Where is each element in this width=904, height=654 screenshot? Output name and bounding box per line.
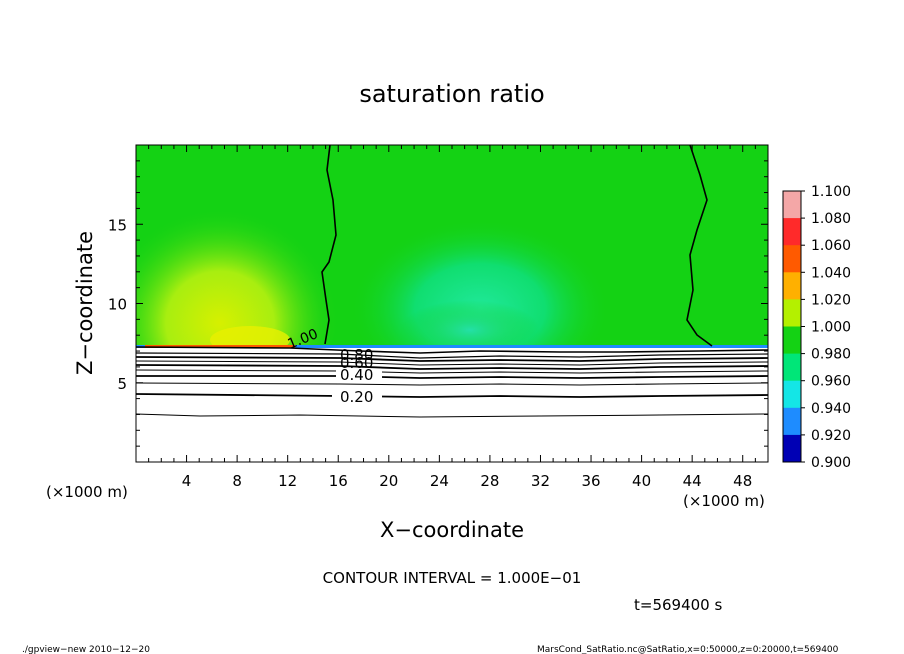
- x-unit-label-right: (×1000 m): [683, 492, 765, 510]
- x-tick-label: 44: [683, 472, 702, 490]
- colorbar-label: 1.080: [811, 211, 851, 227]
- colorbar: [782, 190, 802, 463]
- x-tick-label: 32: [531, 472, 550, 490]
- colorbar-swatch: [783, 191, 801, 219]
- contour-line-1.00-boundary: [136, 346, 768, 354]
- x-tick-label: 48: [733, 472, 752, 490]
- colorbar-label: 0.940: [811, 401, 851, 417]
- colorbar-labels: 1.100 1.080 1.060 1.040 1.020 1.000 0.980 0.960…: [801, 184, 851, 471]
- time-text: t=569400 s: [634, 596, 722, 614]
- x-tick-label: 24: [430, 472, 449, 490]
- colorbar-label: 1.020: [811, 292, 851, 308]
- x-tick-label: 28: [480, 472, 499, 490]
- contour-label-0.20: 0.20: [340, 388, 373, 406]
- contour-line-0.10: [136, 413, 768, 418]
- colorbar-swatch: [783, 407, 801, 436]
- contour-line-0.90: [136, 352, 768, 359]
- colorbar-swatch: [783, 434, 801, 463]
- contour-line-0.80: [136, 356, 768, 362]
- contour-line-0.70: [136, 360, 768, 366]
- x-tick-label: 20: [379, 472, 398, 490]
- x-tick-label: 4: [182, 472, 192, 490]
- contour-line-0.30: [136, 382, 768, 386]
- plot-area: 0.20 0.40 0.60 0.80 1.00: [136, 145, 768, 462]
- footer-right: MarsCond_SatRatio.nc@SatRatio,x=0:50000,…: [537, 645, 839, 654]
- colorbar-label: 1.040: [811, 265, 851, 281]
- y-axis-ticks: 5 10 15: [108, 144, 768, 463]
- footer-left: ./gpview−new 2010−12−20: [22, 645, 150, 654]
- contour-line-1.00-right: [686, 145, 713, 347]
- y-tick-label: 15: [108, 216, 127, 234]
- colorbar-label: 1.060: [811, 238, 851, 254]
- x-unit-label-left: (×1000 m): [46, 483, 128, 501]
- x-tick-label: 36: [581, 472, 600, 490]
- x-tick-label: 8: [232, 472, 242, 490]
- contour-line-1.00: [321, 145, 337, 345]
- contour-label-0.80: 0.80: [340, 346, 373, 364]
- colorbar-swatch: [783, 218, 801, 246]
- colorbar-label: 0.900: [811, 455, 851, 471]
- colorbar-swatch: [783, 353, 801, 382]
- contour-line-0.60: [136, 364, 768, 370]
- x-tick-label: 16: [329, 472, 348, 490]
- blue-boundary-band: [136, 345, 768, 348]
- chart-title: saturation ratio: [359, 80, 544, 108]
- colorbar-swatch: [783, 299, 801, 327]
- y-tick-label: 5: [117, 375, 127, 393]
- colorbar-label: 0.920: [811, 428, 851, 444]
- x-axis-ticks: 4 8 12 16 20 24 28 32 36 40 44 48: [135, 145, 769, 490]
- y-axis-label: Z−coordinate: [73, 231, 97, 375]
- colorbar-label: 1.000: [811, 320, 851, 336]
- contour-label-bg-0.40: [336, 369, 382, 380]
- contour-label-0.60: 0.60: [340, 354, 373, 372]
- colorbar-label: 0.960: [811, 374, 851, 390]
- contour-label-bg-0.20: [332, 391, 382, 403]
- colorbar-swatch: [783, 380, 801, 409]
- x-tick-label: 12: [278, 472, 297, 490]
- colorbar-label: 0.980: [811, 347, 851, 363]
- orange-boundary-band: [145, 345, 295, 348]
- y-tick-label: 10: [108, 296, 127, 314]
- contour-interval-text: CONTOUR INTERVAL = 1.000E−01: [323, 569, 582, 587]
- colorbar-label: 1.100: [811, 184, 851, 200]
- contour-label-0.40: 0.40: [340, 366, 373, 384]
- x-axis-label: X−coordinate: [380, 518, 524, 542]
- colorbar-swatch: [783, 272, 801, 300]
- colorbar-swatch: [783, 245, 801, 273]
- colorbar-swatch: [783, 326, 801, 355]
- x-tick-label: 40: [632, 472, 651, 490]
